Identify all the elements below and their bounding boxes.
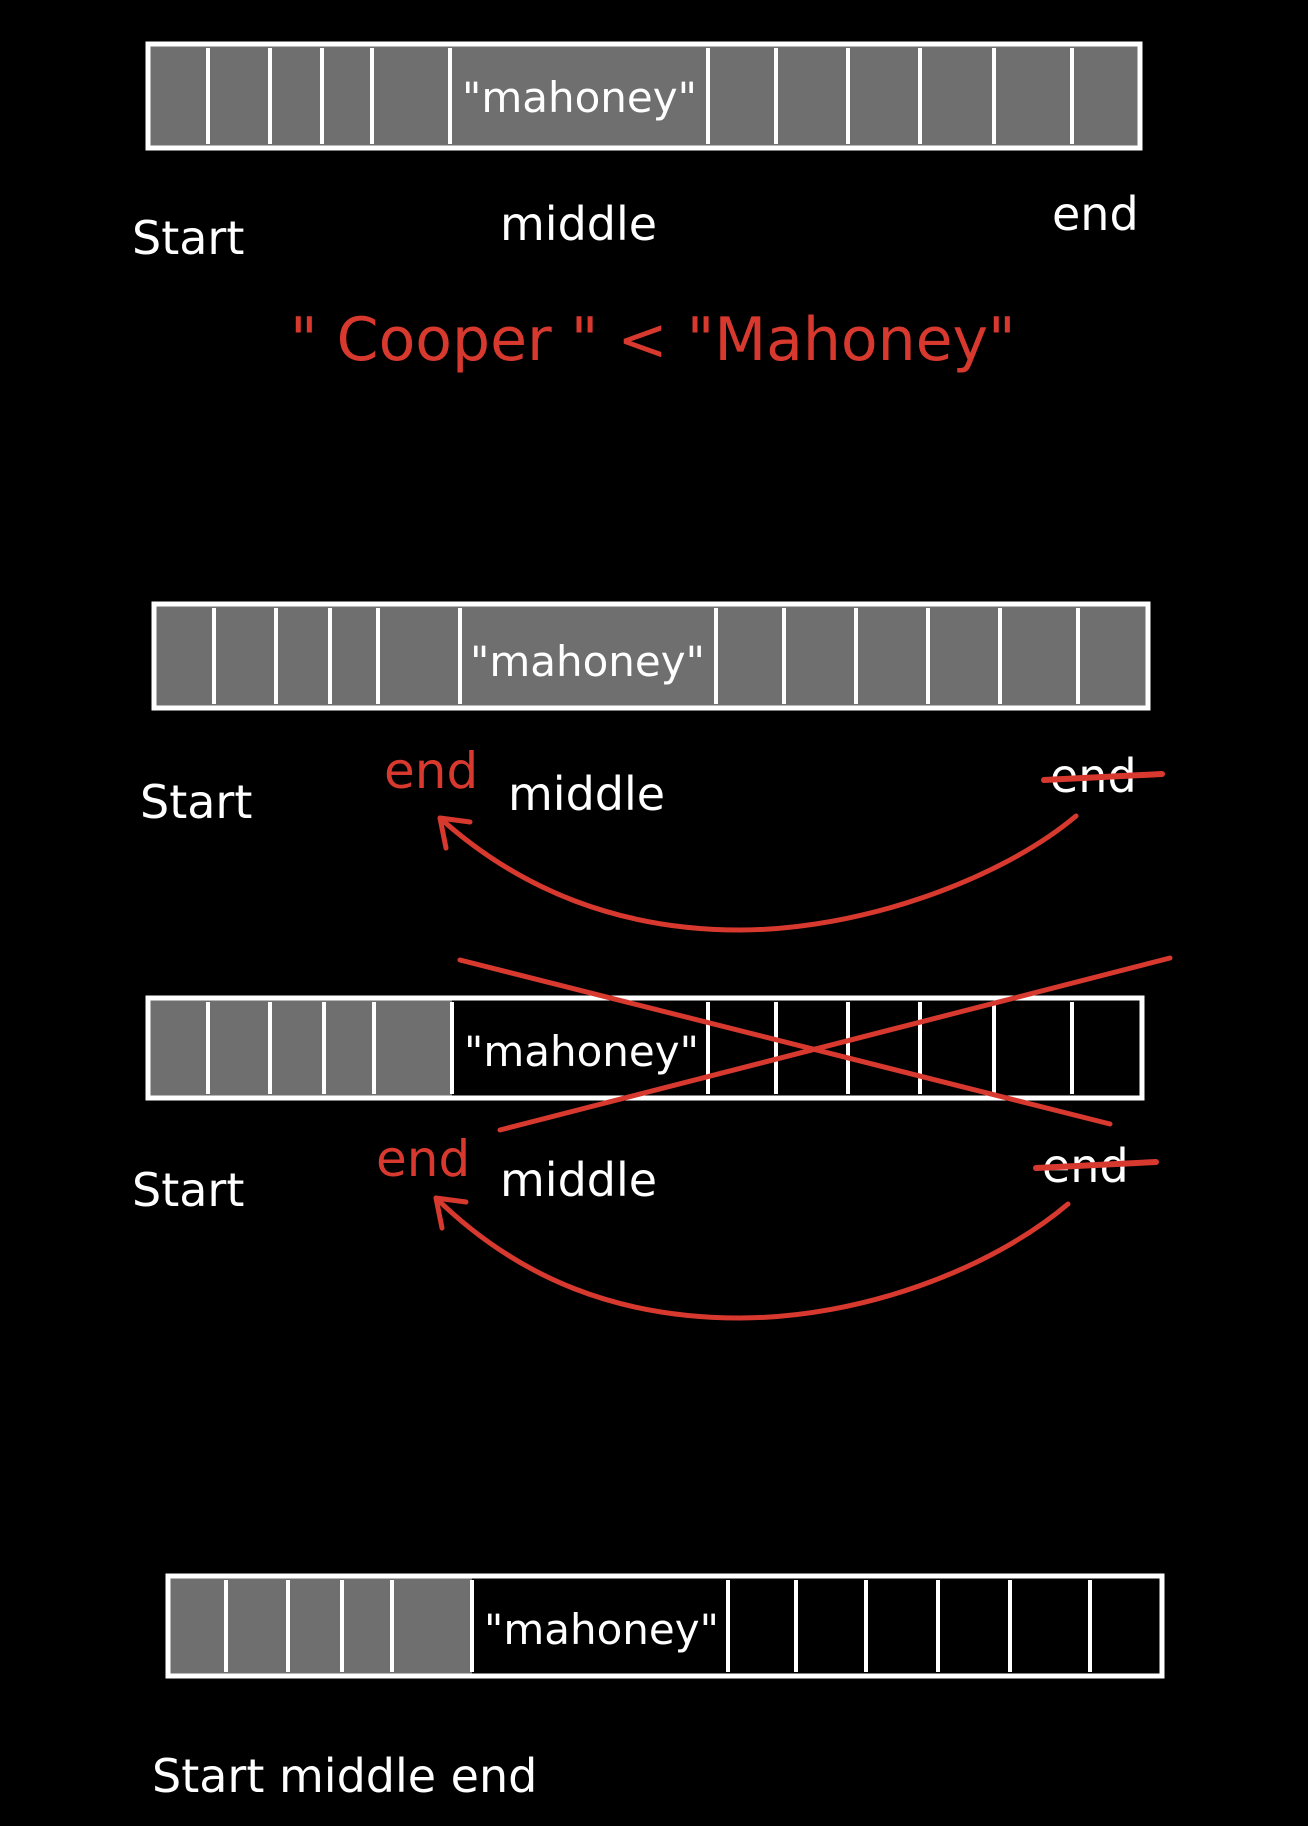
array-1-middle-value: "mahoney" xyxy=(462,73,697,122)
array-2-middle-value: "mahoney" xyxy=(470,637,705,686)
array-4: "mahoney" xyxy=(165,1573,1165,1679)
array-1-end-label: end xyxy=(1052,187,1139,241)
array-4-pointer-labels: Start middle end xyxy=(152,1749,537,1803)
array-2-filled-region xyxy=(154,604,1148,708)
array-2-move-arrow xyxy=(437,813,1079,933)
comparison-note: " Cooper " < "Mahoney" xyxy=(290,305,1016,375)
array-3-middle-label: middle xyxy=(500,1153,657,1207)
array-3-cross-line-1 xyxy=(457,957,1113,1127)
array-3-new-end-label: end xyxy=(376,1130,470,1188)
array-3-border xyxy=(145,995,1145,1101)
array-1-cell-dividers xyxy=(206,48,1074,144)
array-3: "mahoney" xyxy=(145,955,1173,1133)
array-2-end-strikethrough xyxy=(1041,771,1165,783)
array-2-new-end-label: end xyxy=(384,742,478,800)
array-1-middle-label: middle xyxy=(500,197,657,251)
array-3-move-arrow xyxy=(433,1195,1071,1321)
array-1: "mahoney" xyxy=(145,41,1143,151)
array-4-middle-value: "mahoney" xyxy=(484,1605,719,1654)
array-2-arrowhead xyxy=(437,815,473,851)
array-3-cross-line-2 xyxy=(497,955,1173,1133)
array-3-arrowhead xyxy=(433,1195,469,1231)
array-3-middle-value: "mahoney" xyxy=(464,1027,699,1076)
array-3-cell-dividers xyxy=(206,1002,1074,1094)
array-3-filled-region xyxy=(148,998,452,1098)
array-1-border xyxy=(145,41,1143,151)
array-3-start-label: Start xyxy=(132,1163,244,1217)
array-4-filled-region xyxy=(168,1576,472,1676)
array-1-start-label: Start xyxy=(132,211,244,265)
array-2: "mahoney" xyxy=(151,601,1151,711)
array-4-cell-dividers xyxy=(224,1580,1092,1672)
array-2-border xyxy=(151,601,1151,711)
array-2-start-label: Start xyxy=(140,775,252,829)
array-4-border xyxy=(165,1573,1165,1679)
array-2-middle-label: middle xyxy=(508,767,665,821)
array-1-filled-region xyxy=(148,44,1140,148)
array-2-cell-dividers xyxy=(212,608,1080,704)
array-3-end-strikethrough xyxy=(1033,1159,1159,1171)
